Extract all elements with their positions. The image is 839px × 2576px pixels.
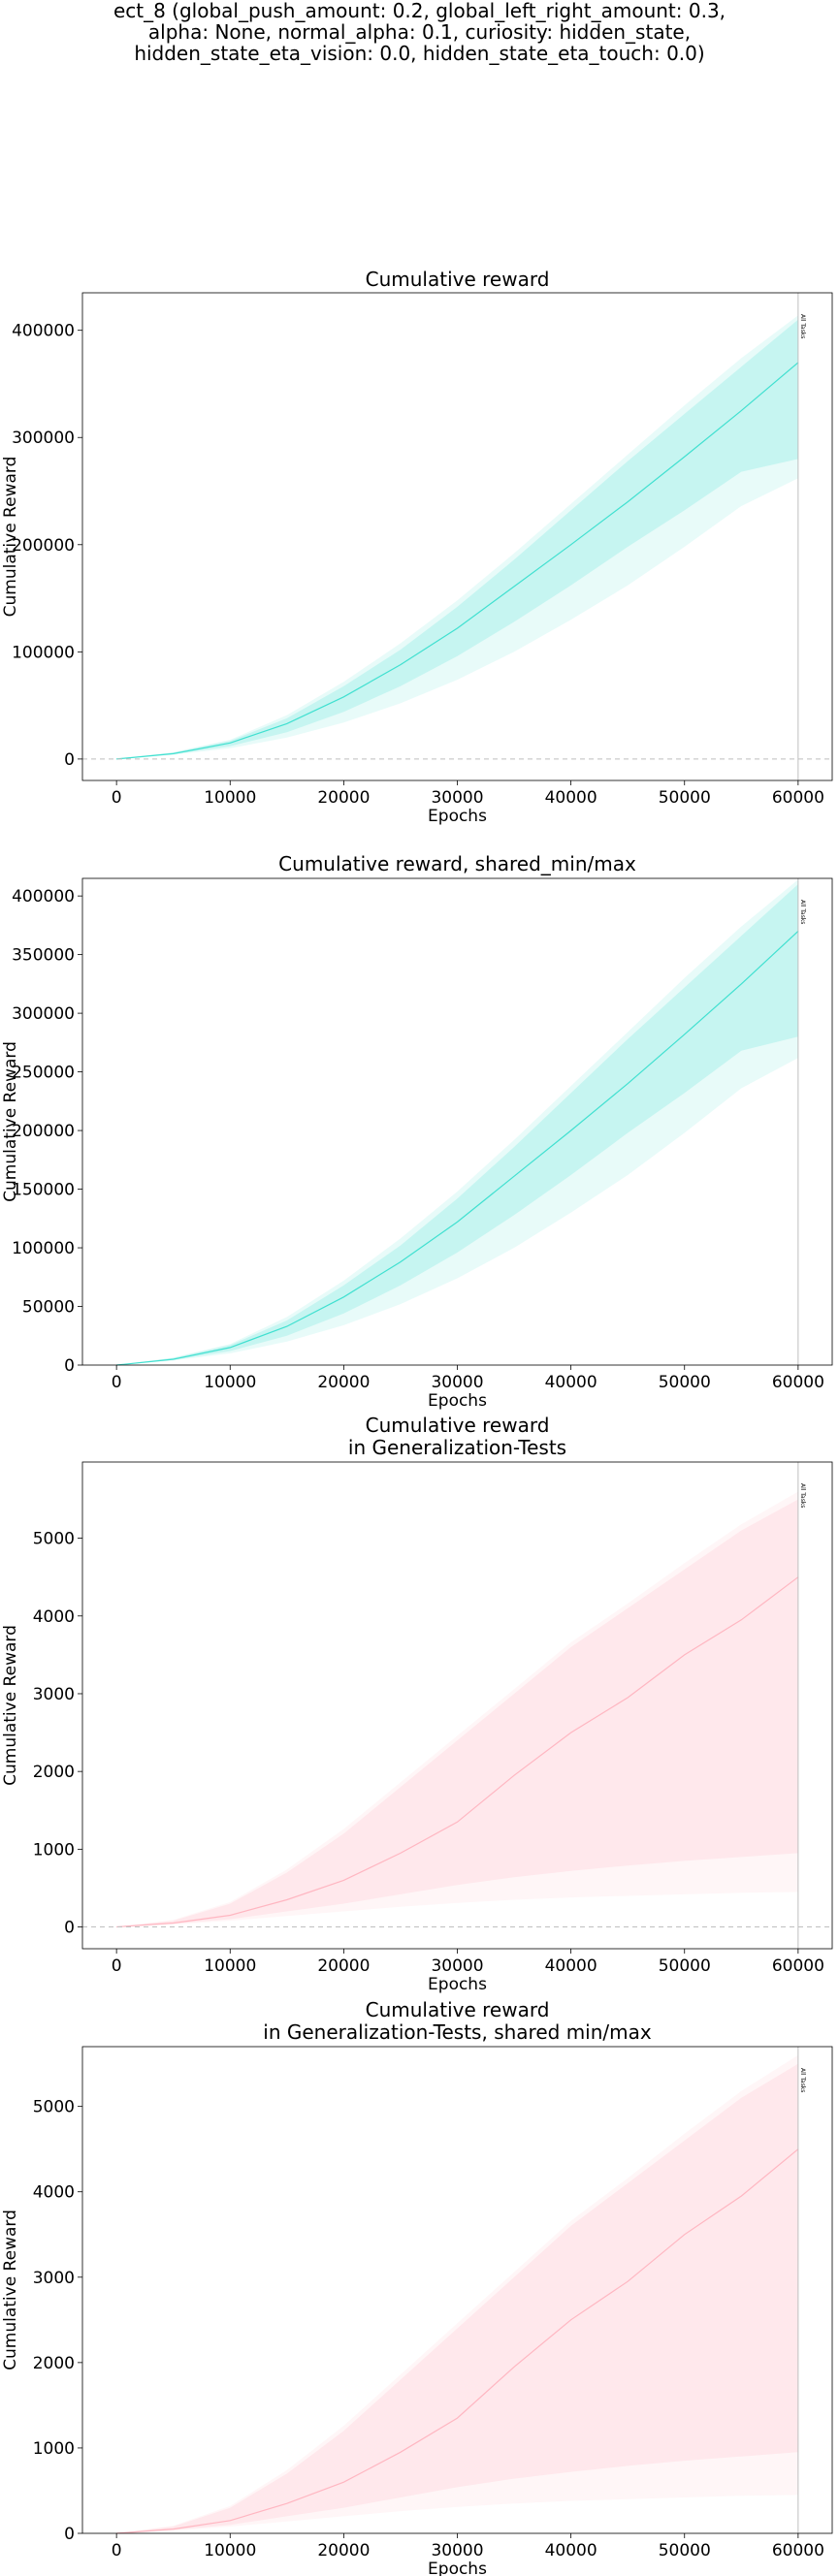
- x-tick-label: 30000: [431, 1373, 483, 1392]
- chart-title: Cumulative reward: [366, 1998, 550, 2021]
- x-tick-label: 60000: [772, 1956, 824, 1976]
- y-tick-label: 0: [64, 750, 75, 770]
- y-tick-label: 2000: [33, 2354, 75, 2373]
- plot-frame: [81, 292, 833, 781]
- x-axis-label: Epochs: [428, 1391, 487, 1411]
- y-tick-label: 300000: [12, 1004, 75, 1024]
- y-axis-label: Cumulative Reward: [1, 1625, 20, 1786]
- suptitle-line: alpha: None, normal_alpha: 0.1, curiosit…: [147, 20, 692, 44]
- y-tick-label: 300000: [12, 429, 75, 448]
- task-vline-label: All Tasks: [799, 314, 806, 338]
- task-vline-label: All Tasks: [799, 900, 806, 924]
- chart-title: in Generalization-Tests: [348, 1436, 566, 1459]
- x-tick-label: 50000: [659, 788, 711, 808]
- quantile-band: [116, 1499, 798, 1927]
- x-axis-label: Epochs: [428, 2560, 487, 2576]
- y-tick-label: 5000: [33, 2098, 75, 2117]
- mean-line: [116, 930, 799, 1366]
- x-tick-label: 20000: [317, 788, 370, 808]
- x-tick-label: 40000: [545, 1373, 597, 1392]
- x-tick-label: 10000: [204, 788, 256, 808]
- y-tick-label: 0: [64, 1919, 75, 1938]
- y-tick-label: 5000: [33, 1530, 75, 1549]
- y-tick-label: 350000: [12, 946, 75, 966]
- x-axis-label: Epochs: [428, 807, 487, 826]
- x-tick-label: 40000: [545, 2541, 597, 2560]
- y-tick-label: 3000: [33, 1685, 75, 1704]
- x-tick-label: 10000: [204, 1373, 256, 1392]
- chart-title: Cumulative reward: [366, 268, 550, 291]
- x-tick-label: 40000: [545, 788, 597, 808]
- y-tick-label: 250000: [12, 1064, 75, 1083]
- x-tick-label: 20000: [317, 2541, 370, 2560]
- chart-title: in Generalization-Tests, shared min/max: [263, 2020, 652, 2044]
- x-tick-label: 50000: [659, 1956, 711, 1976]
- x-tick-label: 50000: [659, 2541, 711, 2560]
- min-max-band: [116, 1491, 798, 1927]
- y-tick-label: 400000: [12, 322, 75, 341]
- chart-title: Cumulative reward: [366, 1414, 550, 1437]
- min-max-band: [116, 2054, 798, 2533]
- x-tick-label: 30000: [431, 1956, 483, 1976]
- chart-2: All Tasks 0 10000 20000 30000 40000 50000 60000…: [1, 852, 833, 1411]
- x-tick-label: 30000: [431, 788, 483, 808]
- y-tick-label: 200000: [12, 1122, 75, 1141]
- x-tick-label: 20000: [317, 1956, 370, 1976]
- y-tick-label: 0: [64, 1356, 75, 1376]
- mean-line: [116, 362, 799, 760]
- quantile-band: [116, 884, 798, 1365]
- quantile-band: [116, 319, 798, 759]
- y-tick-label: 0: [64, 2525, 75, 2544]
- suptitle-line: ect_8 (global_push_amount: 0.2, global_l…: [113, 0, 726, 22]
- x-tick-label: 40000: [545, 1956, 597, 1976]
- x-axis-label: Epochs: [428, 1975, 487, 1994]
- y-tick-label: 200000: [12, 536, 75, 556]
- min-max-band: [116, 879, 798, 1365]
- y-axis-label: Cumulative Reward: [1, 1041, 20, 1202]
- y-tick-label: 150000: [12, 1181, 75, 1200]
- task-vline-label: All Tasks: [799, 2068, 806, 2092]
- y-tick-label: 1000: [33, 2439, 75, 2459]
- y-tick-label: 3000: [33, 2269, 75, 2288]
- y-tick-label: 100000: [12, 643, 75, 662]
- y-tick-label: 400000: [12, 887, 75, 906]
- x-tick-label: 60000: [772, 788, 824, 808]
- y-axis-label: Cumulative Reward: [1, 2210, 20, 2370]
- x-tick-label: 10000: [204, 2541, 256, 2560]
- y-axis-label: Cumulative Reward: [1, 457, 20, 618]
- x-tick-label: 30000: [431, 2541, 483, 2560]
- task-vline-label: All Tasks: [799, 1483, 806, 1508]
- min-max-band: [116, 315, 798, 759]
- figure-suptitle: ect_8 (global_push_amount: 0.2, global_l…: [0, 0, 839, 64]
- mean-line: [116, 2148, 799, 2534]
- chart-title: Cumulative reward, shared_min/max: [278, 852, 636, 875]
- x-tick-label: 20000: [317, 1373, 370, 1392]
- x-tick-label: 0: [112, 2541, 122, 2560]
- x-tick-label: 0: [112, 788, 122, 808]
- chart-1: All Tasks 0 10000 20000 30000 40000 50000 60000…: [1, 268, 833, 826]
- y-tick-label: 2000: [33, 1763, 75, 1782]
- x-tick-label: 60000: [772, 1373, 824, 1392]
- quantile-band: [116, 2063, 798, 2533]
- x-tick-label: 50000: [659, 1373, 711, 1392]
- y-tick-label: 50000: [22, 1298, 75, 1318]
- x-tick-label: 60000: [772, 2541, 824, 2560]
- x-tick-label: 0: [112, 1956, 122, 1976]
- y-tick-label: 4000: [33, 2183, 75, 2203]
- y-tick-label: 1000: [33, 1840, 75, 1860]
- mean-line: [116, 1576, 799, 1928]
- y-tick-label: 100000: [12, 1239, 75, 1258]
- y-tick-label: 4000: [33, 1607, 75, 1627]
- x-tick-label: 0: [112, 1373, 122, 1392]
- x-tick-label: 10000: [204, 1956, 256, 1976]
- suptitle-line: hidden_state_eta_vision: 0.0, hidden_sta…: [134, 42, 705, 65]
